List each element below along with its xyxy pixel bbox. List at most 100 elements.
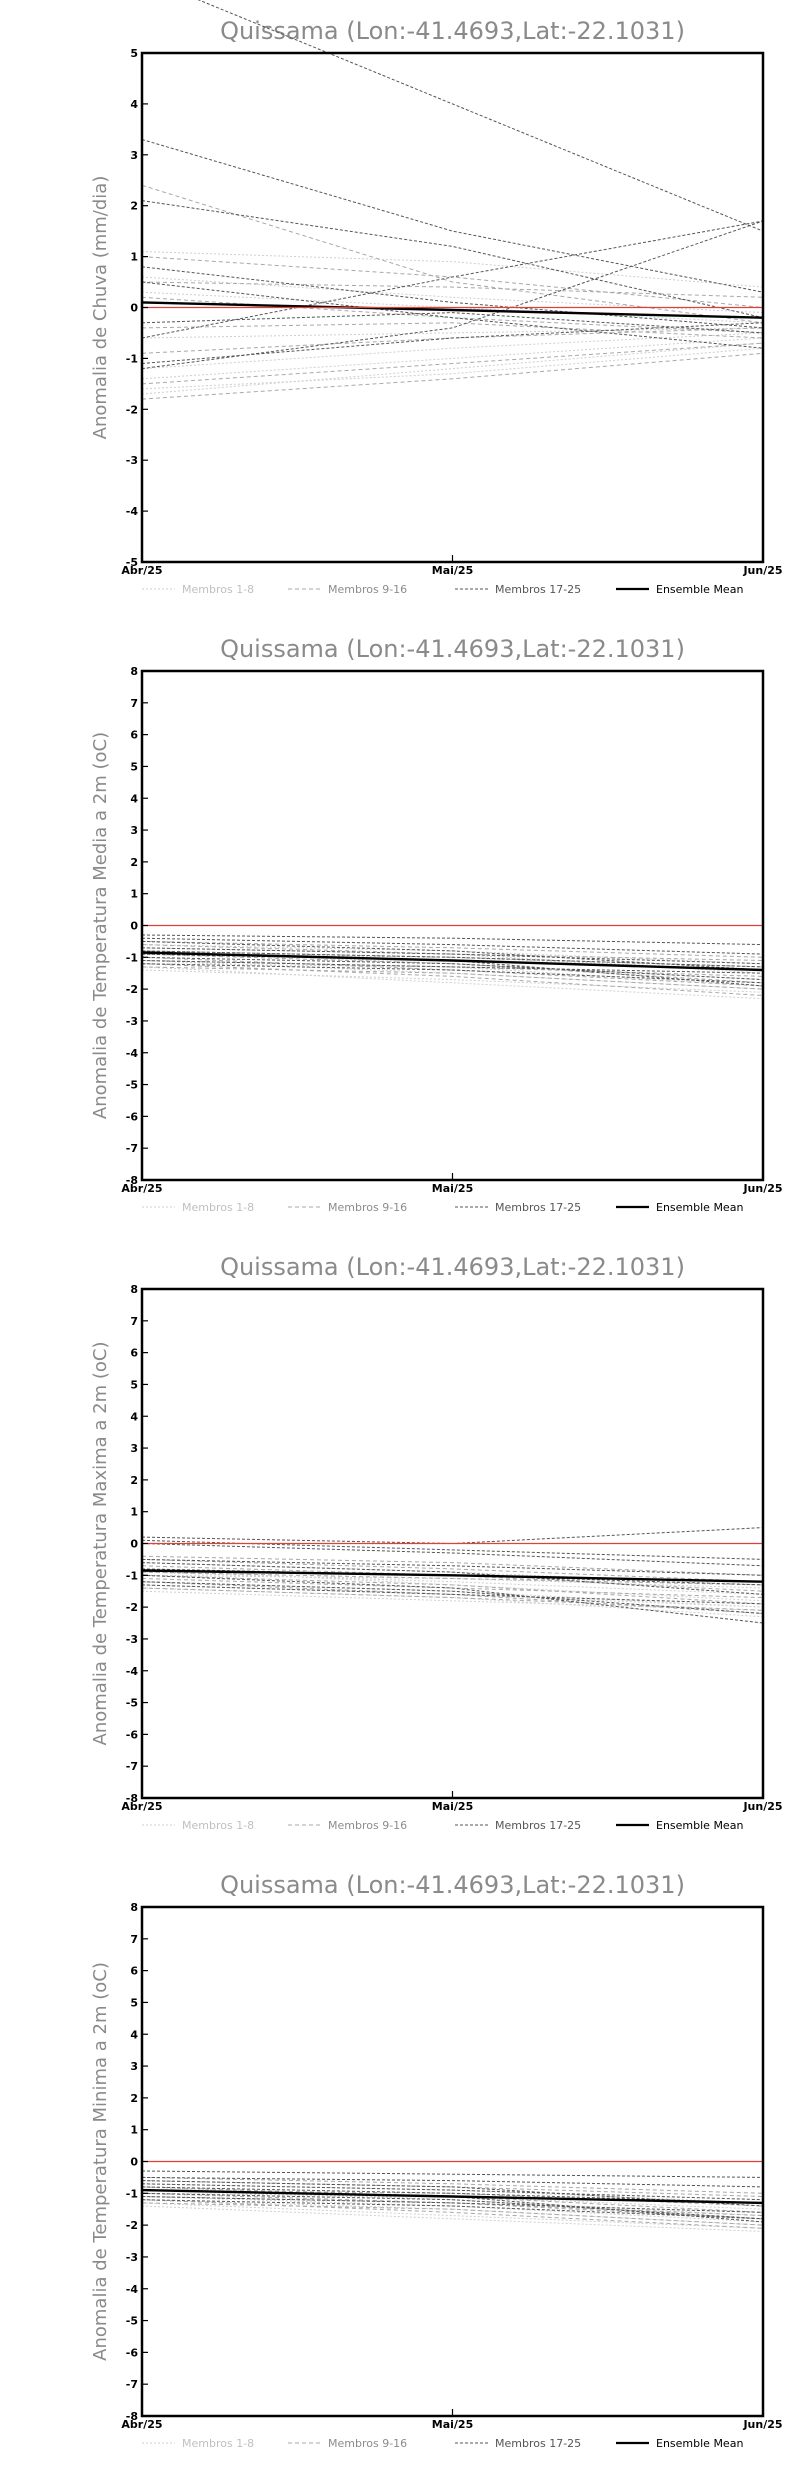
member-series-line [141, 266, 764, 329]
member-series-line [141, 1558, 764, 1576]
legend-label: Membros 1-8 [182, 1201, 254, 1214]
member-series-line [141, 352, 764, 400]
x-tick-label: Jun/25 [742, 1182, 782, 1195]
y-tick-label: 6 [130, 1347, 138, 1360]
legend-label: Membros 17-25 [495, 1201, 581, 1214]
y-tick-label: 3 [130, 1442, 138, 1455]
member-series-line [141, 940, 764, 971]
y-tick-label: -3 [126, 1633, 138, 1646]
y-tick-label: 1 [130, 888, 138, 901]
y-tick-label: 0 [130, 1538, 138, 1551]
member-series-line [141, 950, 764, 968]
member-series-line [141, 2183, 764, 2201]
x-tick-label: Jun/25 [742, 2418, 782, 2431]
x-tick-label: Abr/25 [121, 564, 162, 577]
member-series-line [141, 969, 764, 993]
line-chart: Quissama (Lon:-41.4693,Lat:-22.1031) Anom… [90, 635, 783, 1214]
y-tick-label: -7 [126, 2378, 138, 2391]
y-tick-label: 2 [130, 2092, 138, 2105]
member-series-line [141, 2199, 764, 2226]
member-series-line [141, 1584, 764, 1605]
member-series-line [141, 1555, 764, 1576]
line-chart: Quissama (Lon:-41.4693,Lat:-22.1031) Anom… [90, 1871, 783, 2450]
y-tick-label: 2 [130, 200, 138, 213]
y-tick-label: 7 [130, 1933, 138, 1946]
member-series-line [141, 342, 764, 395]
legend-label: Ensemble Mean [656, 583, 743, 596]
legend-label: Membros 9-16 [328, 583, 407, 596]
line-chart: Quissama (Lon:-41.4693,Lat:-22.1031) Anom… [90, 0, 783, 596]
member-series-line [141, 2196, 764, 2213]
member-series-line [141, 963, 764, 987]
y-tick-label: 0 [130, 302, 138, 315]
member-series-line [141, 1587, 764, 1611]
y-tick-label: 4 [130, 98, 138, 111]
member-series-line [141, 2199, 764, 2229]
y-tick-label: -4 [126, 2283, 139, 2296]
chart-title: Quissama (Lon:-41.4693,Lat:-22.1031) [220, 1871, 685, 1899]
chart-title: Quissama (Lon:-41.4693,Lat:-22.1031) [220, 635, 685, 663]
y-tick-label: -7 [126, 1142, 138, 1155]
y-tick-label: -2 [126, 403, 138, 416]
y-tick-label: 4 [130, 792, 138, 805]
y-tick-label: 5 [130, 47, 138, 60]
y-tick-label: 5 [130, 1996, 138, 2009]
x-tick-label: Abr/25 [121, 1182, 162, 1195]
legend-label: Ensemble Mean [656, 1201, 743, 1214]
legend-label: Membros 9-16 [328, 1201, 407, 1214]
member-series-line [141, 1581, 764, 1614]
y-tick-label: -2 [126, 1601, 138, 1614]
member-series-line [141, 2202, 764, 2226]
member-series-line [141, 963, 764, 984]
legend-label: Membros 17-25 [495, 1819, 581, 1832]
y-tick-label: -2 [126, 2219, 138, 2232]
ensemble-mean-line [141, 301, 764, 319]
y-tick-label: -5 [126, 2315, 138, 2328]
y-tick-label: 1 [130, 1506, 138, 1519]
ensemble-mean-line [141, 951, 764, 972]
member-series-line [141, 342, 764, 385]
y-tick-label: -4 [126, 505, 139, 518]
member-series-line [141, 966, 764, 990]
ensemble-mean-line [141, 1569, 764, 1583]
y-tick-label: -8 [126, 2410, 138, 2423]
y-tick-label: -1 [126, 1569, 138, 1582]
x-tick-label: Mai/25 [432, 1800, 473, 1813]
y-tick-label: 3 [130, 2060, 138, 2073]
legend-label: Membros 1-8 [182, 2437, 254, 2450]
y-tick-label: 3 [130, 149, 138, 162]
member-series-line [141, 337, 764, 380]
member-series-line [141, 2192, 764, 2210]
chart-title: Quissama (Lon:-41.4693,Lat:-22.1031) [220, 17, 685, 45]
y-tick-label: 7 [130, 1315, 138, 1328]
x-tick-label: Mai/25 [432, 2418, 473, 2431]
y-tick-label: 4 [130, 1410, 138, 1423]
x-tick-label: Jun/25 [742, 564, 782, 577]
y-tick-label: -8 [126, 1174, 138, 1187]
x-tick-label: Mai/25 [432, 564, 473, 577]
member-series-line [141, 1527, 764, 1545]
y-tick-label: -1 [126, 352, 138, 365]
legend-label: Membros 1-8 [182, 583, 254, 596]
y-tick-label: -4 [126, 1665, 139, 1678]
member-series-line [141, 947, 764, 965]
member-series-line [141, 2202, 764, 2229]
chart-panel-temperature-min: Quissama (Lon:-41.4693,Lat:-22.1031) Anom… [0, 1854, 800, 2472]
member-series-line [141, 1571, 764, 1595]
y-tick-label: 3 [130, 824, 138, 837]
y-tick-label: 8 [130, 665, 138, 678]
y-tick-label: -5 [126, 556, 138, 569]
y-tick-label: 6 [130, 729, 138, 742]
y-tick-label: -5 [126, 1079, 138, 1092]
legend-label: Ensemble Mean [656, 2437, 743, 2450]
y-tick-label: -3 [126, 454, 138, 467]
member-series-line [141, 281, 764, 298]
y-tick-label: -3 [126, 2251, 138, 2264]
y-tick-label: -6 [126, 2346, 139, 2359]
member-series-line [141, 2176, 764, 2194]
member-series-line [141, 1574, 764, 1589]
member-series-line [141, 944, 764, 965]
member-series-line [141, 1539, 764, 1560]
y-axis-label: Anomalia de Chuva (mm/dia) [90, 176, 111, 440]
member-series-line [141, 184, 764, 324]
